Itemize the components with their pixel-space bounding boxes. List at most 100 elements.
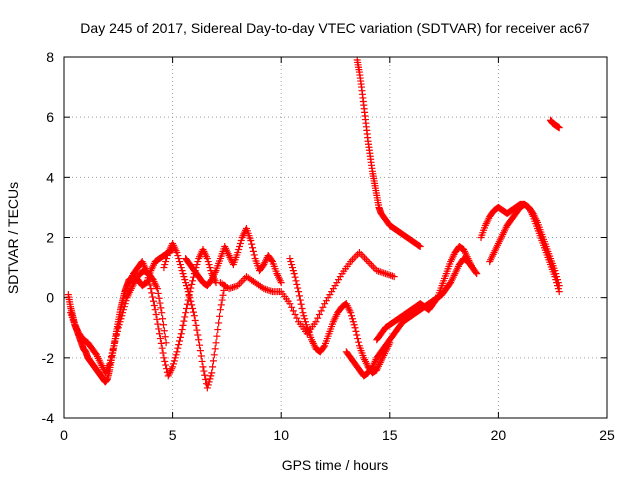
data-point: [288, 264, 296, 272]
series-track-j: [477, 200, 563, 290]
x-tick-label: 15: [382, 427, 398, 443]
data-point: [151, 306, 159, 314]
data-point: [182, 309, 190, 317]
y-tick-label: 2: [46, 230, 54, 246]
data-point: [107, 353, 115, 361]
data-point: [369, 263, 377, 271]
data-point: [159, 321, 167, 329]
data-point: [194, 258, 202, 266]
data-point: [119, 309, 127, 317]
data-point: [189, 308, 197, 316]
data-point: [241, 274, 249, 282]
data-point: [207, 372, 215, 380]
data-point: [286, 300, 294, 308]
y-tick-label: 8: [46, 49, 54, 65]
data-point: [354, 335, 362, 343]
data-point: [265, 286, 273, 294]
data-point: [198, 357, 206, 365]
data-point: [158, 344, 166, 352]
data-point: [248, 240, 256, 248]
data-point: [181, 276, 189, 284]
data-point: [109, 345, 117, 353]
x-tick-label: 25: [599, 427, 615, 443]
data-point: [289, 267, 297, 275]
data-point: [287, 258, 295, 266]
data-point: [351, 324, 359, 332]
data-point: [210, 351, 218, 359]
data-point: [291, 273, 299, 281]
data-point: [197, 352, 205, 360]
y-tick-label: 4: [46, 169, 54, 185]
data-point: [114, 324, 122, 332]
data-points: [64, 56, 563, 392]
data-point: [113, 331, 121, 339]
series-track-k: [486, 200, 563, 296]
data-point: [161, 261, 169, 269]
data-point: [350, 321, 358, 329]
y-tick-label: -2: [42, 350, 55, 366]
data-point: [203, 255, 211, 263]
data-point: [156, 330, 164, 338]
data-point: [349, 318, 357, 326]
data-point: [118, 312, 126, 320]
tick-labels: 0 5 10 15 20 25 -4 -2 0 2 4 6 8: [42, 49, 615, 443]
series-track-b: [67, 267, 170, 377]
data-point: [160, 354, 168, 362]
data-point: [191, 317, 199, 325]
data-point: [234, 249, 242, 257]
data-point: [158, 309, 166, 317]
data-point: [112, 335, 120, 343]
data-point: [237, 278, 245, 286]
data-point: [293, 280, 301, 288]
data-point: [433, 295, 441, 303]
data-point: [555, 124, 563, 132]
data-point: [176, 258, 184, 266]
data-point: [359, 252, 367, 260]
data-point: [468, 264, 476, 272]
data-point: [235, 243, 243, 251]
data-point: [153, 315, 161, 323]
data-point: [554, 285, 562, 293]
data-point: [199, 363, 207, 371]
data-point: [217, 301, 225, 309]
data-point: [347, 309, 355, 317]
data-point: [156, 299, 164, 307]
data-point: [295, 288, 303, 296]
data-point: [320, 343, 328, 351]
data-point: [553, 279, 561, 287]
data-point: [177, 264, 185, 272]
data-point: [200, 367, 208, 375]
data-point: [387, 271, 395, 279]
data-point: [355, 249, 363, 257]
data-point: [161, 357, 169, 365]
data-point: [116, 318, 124, 326]
data-point: [188, 280, 196, 288]
plot-frame: [63, 56, 608, 419]
data-point: [162, 339, 170, 347]
data-point: [192, 321, 200, 329]
data-point: [149, 297, 157, 305]
data-point: [171, 354, 179, 362]
series-track-f: [216, 249, 398, 338]
data-point: [219, 291, 227, 299]
data-point: [157, 304, 165, 312]
data-point: [122, 297, 130, 305]
data-point: [176, 261, 184, 269]
data-point: [173, 348, 181, 356]
data-point: [176, 333, 184, 341]
data-point: [315, 311, 323, 319]
data-point: [286, 255, 294, 263]
data-point: [249, 244, 257, 252]
data-point: [149, 293, 157, 301]
data-point: [181, 313, 189, 321]
data-point: [180, 317, 188, 325]
data-point: [156, 335, 164, 343]
data-point: [229, 283, 237, 291]
data-point: [552, 276, 560, 284]
data-point: [294, 284, 302, 292]
data-point: [368, 261, 376, 269]
data-point: [174, 252, 182, 260]
data-point: [121, 300, 129, 308]
series-track-c: [125, 246, 220, 380]
data-point: [214, 326, 222, 334]
